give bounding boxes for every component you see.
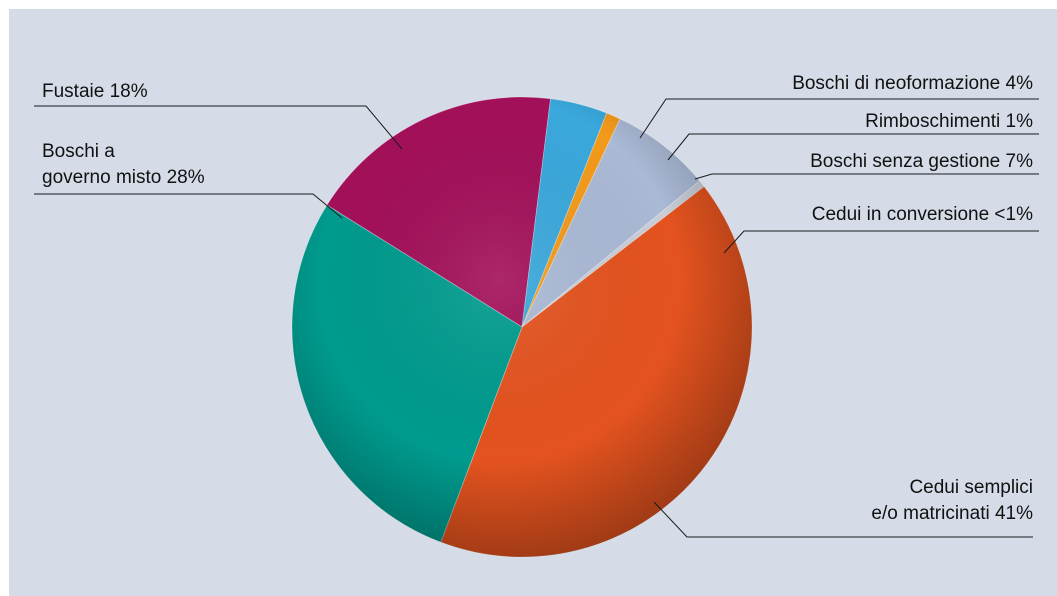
pie-chart: Cedui semplici e/o matricinati 41% Boschi … bbox=[34, 73, 1039, 558]
slice-label-5-line-0: Boschi senza gestione 7% bbox=[810, 151, 1033, 172]
slice-label-6-line-0: Cedui in conversione <1% bbox=[812, 204, 1033, 225]
leader-line-0 bbox=[653, 501, 1033, 538]
leader-line-1 bbox=[34, 193, 343, 219]
leader-line-2 bbox=[34, 105, 403, 150]
slice-label-0-line-0: Cedui semplici bbox=[909, 477, 1033, 498]
slice-label-0-line-1: e/o matricinati 41% bbox=[871, 503, 1033, 524]
leader-line-5 bbox=[694, 173, 1039, 180]
slice-label-3-line-0: Boschi di neoformazione 4% bbox=[792, 73, 1033, 94]
slice-label-1-line-1: governo misto 28% bbox=[42, 167, 205, 188]
leader-line-3 bbox=[639, 98, 1039, 139]
leader-line-4 bbox=[667, 133, 1039, 161]
slice-label-1-line-0: Boschi a bbox=[42, 141, 115, 162]
chart-panel: Cedui semplici e/o matricinati 41% Boschi … bbox=[9, 9, 1057, 596]
slice-label-2-line-0: Fustaie 18% bbox=[42, 81, 148, 102]
slice-label-4-line-0: Rimboschimenti 1% bbox=[865, 111, 1033, 132]
leader-line-6 bbox=[723, 230, 1039, 254]
